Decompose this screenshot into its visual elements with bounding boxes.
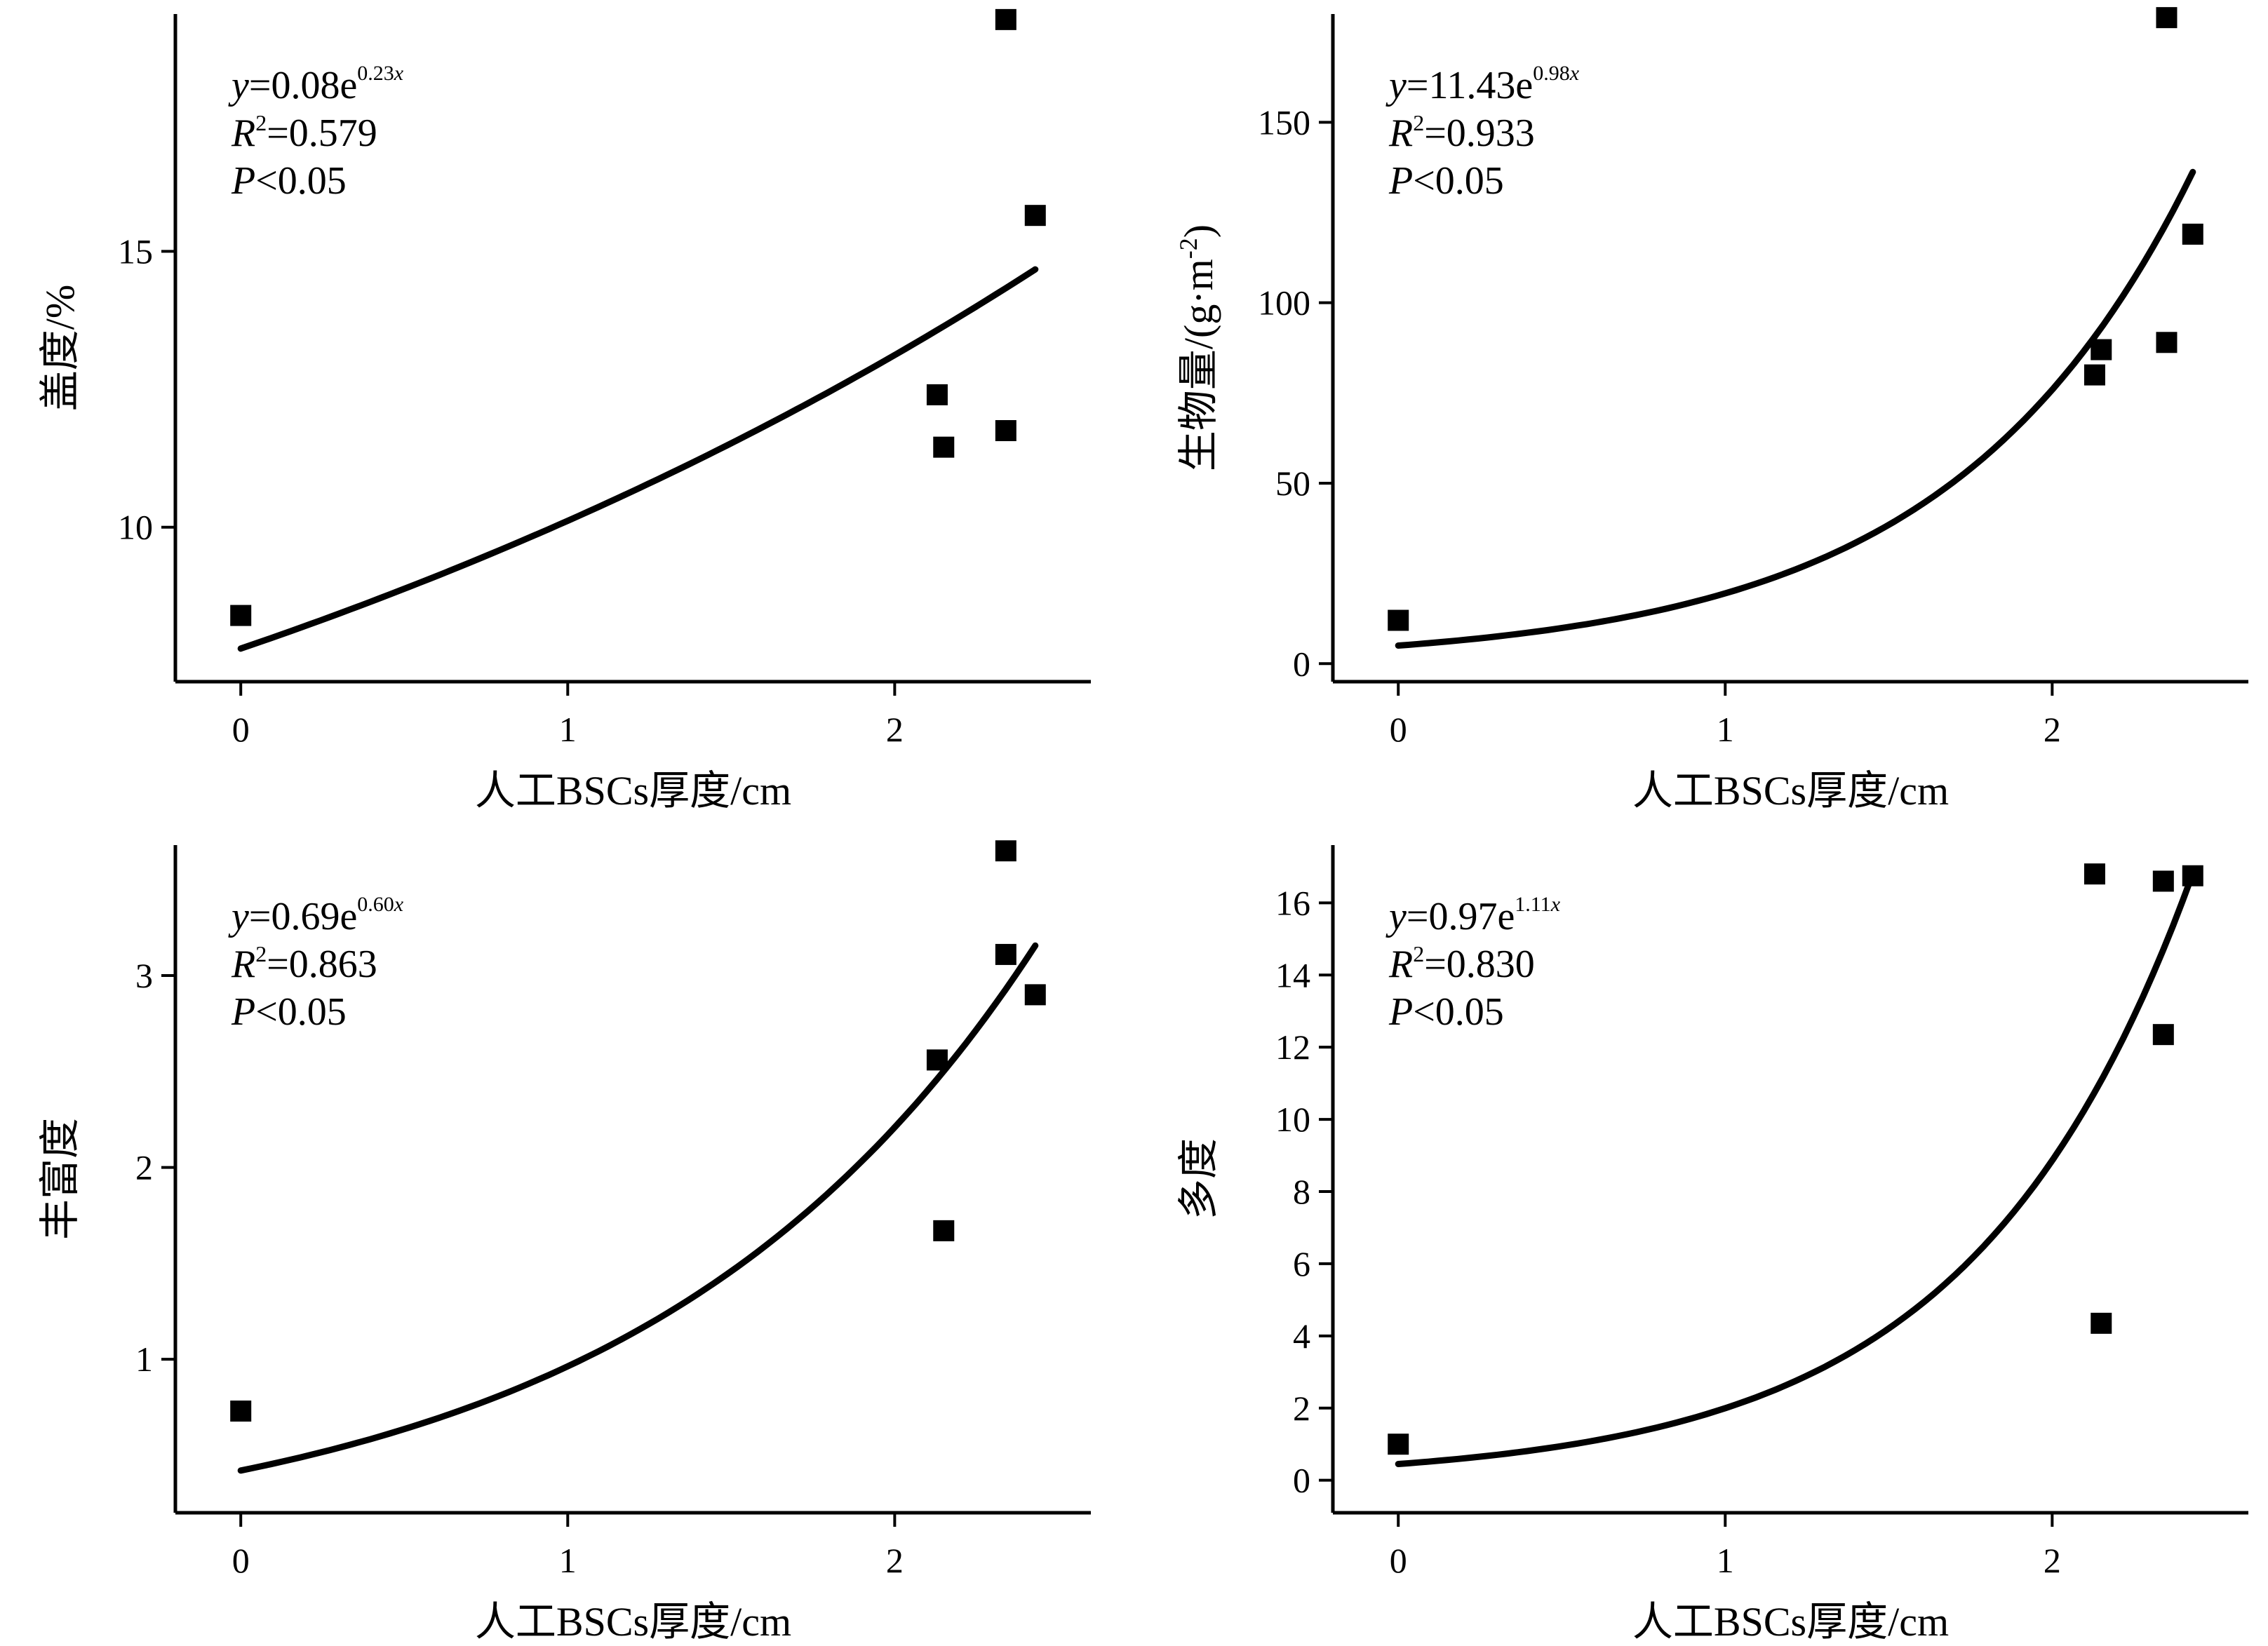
x-axis-label: 人工BSCs厚度/cm xyxy=(475,768,791,814)
y-tick-label: 0 xyxy=(1293,1461,1310,1500)
y-tick-label: 14 xyxy=(1275,955,1310,994)
data-point xyxy=(2091,1312,2112,1334)
data-point xyxy=(2084,863,2105,885)
x-axis-label: 人工BSCs厚度/cm xyxy=(1632,768,1949,814)
data-point xyxy=(2182,865,2203,886)
data-point xyxy=(1024,984,1046,1006)
y-tick-label: 100 xyxy=(1258,283,1310,323)
data-point xyxy=(1388,609,1409,631)
p-value: P<0.05 xyxy=(231,990,347,1034)
data-point xyxy=(1024,205,1046,227)
y-tick-label: 12 xyxy=(1275,1027,1310,1067)
data-point xyxy=(2156,7,2178,29)
r-squared: R2=0.579 xyxy=(231,110,377,155)
fit-curve xyxy=(237,942,1039,1474)
fit-curve xyxy=(1395,870,2196,1467)
data-point xyxy=(230,1401,252,1422)
data-point xyxy=(926,384,948,405)
x-tick-label: 1 xyxy=(559,710,577,749)
data-point xyxy=(926,1049,948,1071)
r-squared: R2=0.933 xyxy=(1388,110,1535,155)
chart-panel-1: 0 1 2 10 15 人工BSCs厚度/cm 盖度/% y=0.08e0.23xR2=0.5… xyxy=(37,8,1091,814)
y-tick-label: 3 xyxy=(135,956,153,995)
data-point xyxy=(995,8,1016,30)
chart-panel-2: 0 1 2 0 50 100 150 人工BSCs厚度/cm 生物量/(g·m-2) y=11.4… xyxy=(1174,7,2248,814)
y-tick-label: 150 xyxy=(1258,102,1310,142)
data-point xyxy=(995,840,1016,862)
y-tick-label: 2 xyxy=(1293,1389,1310,1428)
data-point xyxy=(1388,1433,1409,1455)
x-tick-label: 1 xyxy=(559,1541,577,1580)
chart-panel-4: 0 1 20246810121416人工BSCs厚度/cm多度y=0.97e1.11… xyxy=(1176,845,2248,1645)
fit-equation: y=0.69e0.60x xyxy=(228,893,404,938)
p-value: P<0.05 xyxy=(231,159,347,203)
y-tick-label: 10 xyxy=(118,508,153,547)
fit-equation: y=0.97e1.11x xyxy=(1385,893,1561,938)
p-value: P<0.05 xyxy=(1388,990,1504,1034)
x-tick-label: 2 xyxy=(886,710,904,749)
y-tick-label: 16 xyxy=(1275,883,1310,922)
chart-panel-3: 0 1 2 1 2 3 人工BSCs厚度/cm 丰富度 y=0.69e0.60xR2=0.863… xyxy=(37,840,1091,1645)
data-point xyxy=(2152,1024,2174,1046)
y-axis-label: 生物量/(g·m-2) xyxy=(1174,224,1221,471)
y-tick-label: 6 xyxy=(1293,1244,1310,1283)
data-point xyxy=(2084,364,2105,386)
y-tick-label: 4 xyxy=(1293,1316,1310,1356)
y-axis-label: 盖度/% xyxy=(37,285,83,411)
fit-curve xyxy=(1395,168,2196,649)
x-axis-label: 人工BSCs厚度/cm xyxy=(1632,1599,1949,1645)
x-tick-label: 0 xyxy=(1390,1541,1407,1580)
x-tick-label: 2 xyxy=(2044,1541,2061,1580)
data-point xyxy=(2091,339,2112,360)
y-tick-label: 2 xyxy=(135,1148,153,1187)
data-point xyxy=(230,605,252,626)
y-tick-label: 8 xyxy=(1293,1172,1310,1211)
y-tick-label: 50 xyxy=(1275,464,1310,503)
x-tick-label: 0 xyxy=(232,1541,250,1580)
data-point xyxy=(2156,332,2178,353)
data-point xyxy=(2152,870,2174,892)
x-tick-label: 1 xyxy=(1717,710,1734,749)
data-point xyxy=(995,943,1016,965)
fit-equation: y=0.08e0.23x xyxy=(228,62,404,107)
fit-equation: y=11.43e0.98x xyxy=(1385,62,1580,107)
data-point xyxy=(933,436,955,458)
y-tick-label: 0 xyxy=(1293,644,1310,683)
p-value: P<0.05 xyxy=(1388,159,1504,203)
x-tick-label: 2 xyxy=(2044,710,2061,749)
r-squared: R2=0.830 xyxy=(1388,941,1535,986)
x-tick-label: 1 xyxy=(1717,1541,1734,1580)
fit-curve xyxy=(237,266,1039,652)
r-squared: R2=0.863 xyxy=(231,941,377,986)
x-tick-label: 0 xyxy=(232,710,250,749)
y-tick-label: 1 xyxy=(135,1340,153,1379)
data-point xyxy=(995,420,1016,442)
x-axis-label: 人工BSCs厚度/cm xyxy=(475,1599,791,1645)
x-tick-label: 2 xyxy=(886,1541,904,1580)
y-tick-label: 15 xyxy=(118,231,153,271)
y-tick-label: 10 xyxy=(1275,1100,1310,1139)
y-axis-label: 多度 xyxy=(1176,1138,1221,1220)
y-axis-label: 丰富度 xyxy=(37,1118,83,1240)
data-point xyxy=(933,1220,955,1241)
data-point xyxy=(2182,223,2203,245)
x-tick-label: 0 xyxy=(1390,710,1407,749)
